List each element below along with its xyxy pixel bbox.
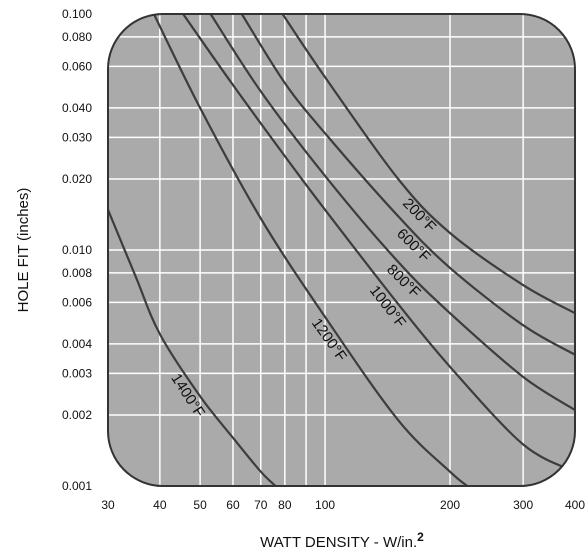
x-tick-label: 200 <box>440 498 460 512</box>
y-tick-label: 0.100 <box>62 7 92 21</box>
curve-line <box>108 209 277 486</box>
curve-line <box>240 14 575 356</box>
y-tick-label: 0.020 <box>62 172 92 186</box>
y-tick-label: 0.030 <box>62 130 92 144</box>
x-tick-label: 50 <box>193 498 207 512</box>
x-tick-label: 400 <box>565 498 585 512</box>
y-tick-label: 0.040 <box>62 101 92 115</box>
x-tick-label: 70 <box>254 498 268 512</box>
y-tick-label: 0.006 <box>62 295 92 309</box>
curve-line <box>152 14 468 486</box>
y-tick-label: 0.004 <box>62 337 92 351</box>
y-tick-label: 0.001 <box>62 479 92 493</box>
y-tick-label: 0.003 <box>62 366 92 380</box>
y-tick-labels: 0.001 0.002 0.003 0.004 0.006 0.008 0.010 0.020… <box>62 7 92 493</box>
x-tick-label: 100 <box>315 498 335 512</box>
x-axis-label: WATT DENSITY - W/in.2 <box>260 530 424 551</box>
x-tick-label: 60 <box>226 498 240 512</box>
y-axis-label: HOLE FIT (inches) <box>15 188 32 313</box>
x-tick-label: 80 <box>278 498 292 512</box>
temperature-curves <box>108 14 575 486</box>
x-tick-label: 300 <box>513 498 533 512</box>
x-tick-labels: 30 40 50 60 70 80 100 200 300 400 <box>101 498 585 512</box>
curve-line <box>281 14 575 315</box>
x-tick-label: 30 <box>101 498 115 512</box>
y-tick-label: 0.080 <box>62 30 92 44</box>
plot-frame <box>107 13 576 487</box>
y-tick-label: 0.060 <box>62 59 92 73</box>
y-tick-label: 0.002 <box>62 408 92 422</box>
y-tick-label: 0.010 <box>62 243 92 257</box>
y-tick-label: 0.008 <box>62 266 92 280</box>
x-tick-label: 40 <box>153 498 167 512</box>
curve-line <box>209 14 575 411</box>
horizontal-gridlines <box>108 36 575 416</box>
curve-line <box>182 14 575 473</box>
